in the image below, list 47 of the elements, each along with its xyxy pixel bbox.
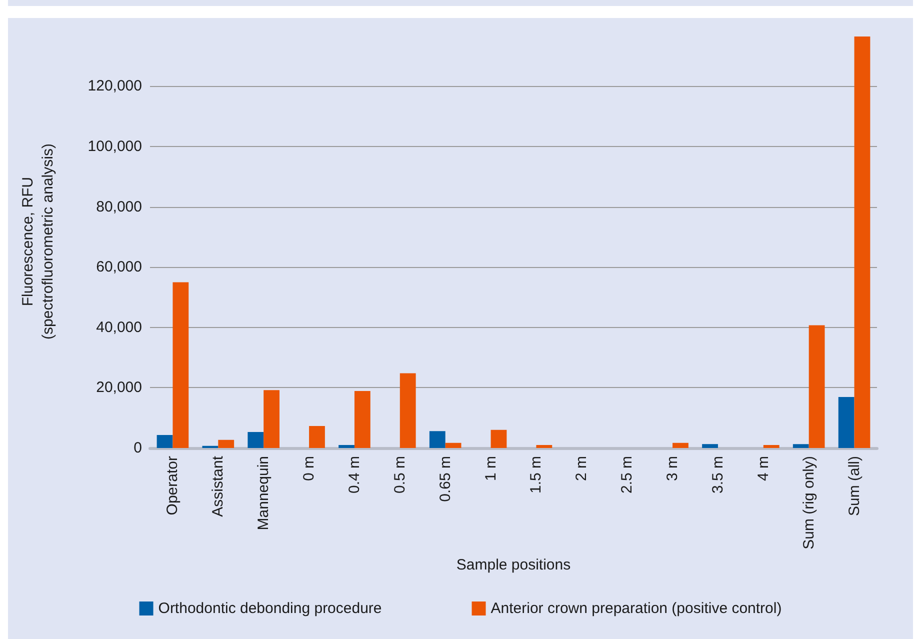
bar xyxy=(445,442,462,448)
bar xyxy=(172,282,189,448)
y-tick-label: 0 xyxy=(134,440,142,456)
x-tick-label: 0.5 m xyxy=(391,456,408,494)
x-tick-label: Sum (rig only) xyxy=(800,456,818,550)
bar xyxy=(248,432,264,448)
x-axis-title: Sample positions xyxy=(456,556,571,574)
bar xyxy=(672,442,688,448)
x-tick-label: 0.4 m xyxy=(346,456,363,494)
y-tick-label: 60,000 xyxy=(96,258,142,276)
x-tick-label: 2 m xyxy=(573,456,590,482)
bar xyxy=(354,391,370,448)
x-tick-label: Sum (all) xyxy=(846,456,863,516)
y-tick-label: 80,000 xyxy=(96,198,142,216)
bar xyxy=(156,435,173,448)
x-tick-label: 1.5 m xyxy=(528,456,545,494)
legend-label: Orthodontic debonding procedure xyxy=(158,600,382,617)
x-tick-label: 2.5 m xyxy=(618,456,636,494)
bar xyxy=(400,373,416,448)
x-tick-label: 4 m xyxy=(754,456,772,482)
x-tick-label: Operator xyxy=(164,456,182,516)
bar xyxy=(792,444,809,448)
bar xyxy=(309,426,325,448)
x-tick-label: 3 m xyxy=(664,456,682,482)
y-tick-label: 20,000 xyxy=(96,379,142,396)
y-tick-label: 100,000 xyxy=(88,138,142,156)
y-tick-label: 120,000 xyxy=(88,78,142,95)
bar xyxy=(218,440,234,448)
bar xyxy=(536,444,552,448)
bar xyxy=(838,397,854,448)
x-tick-label: Assistant xyxy=(210,455,227,517)
x-tick-label: 0 m xyxy=(300,456,318,482)
y-axis-title: Fluorescence, RFU (spectrofluorometric analysis) xyxy=(20,144,56,340)
x-tick-label: 3.5 m xyxy=(709,456,726,494)
bar xyxy=(264,390,280,448)
x-tick-label: 1 m xyxy=(482,456,500,482)
y-tick-label: 40,000 xyxy=(96,318,142,336)
bar xyxy=(429,431,446,448)
bar xyxy=(808,325,825,448)
x-tick-label: Mannequin xyxy=(255,456,272,530)
bar xyxy=(763,444,780,448)
legend-label: Anterior crown preparation (positive control) xyxy=(490,600,782,617)
bar xyxy=(702,444,718,448)
bar xyxy=(854,36,870,448)
bar xyxy=(490,430,507,448)
x-tick-label: 0.65 m xyxy=(436,456,454,502)
bar xyxy=(338,444,354,448)
